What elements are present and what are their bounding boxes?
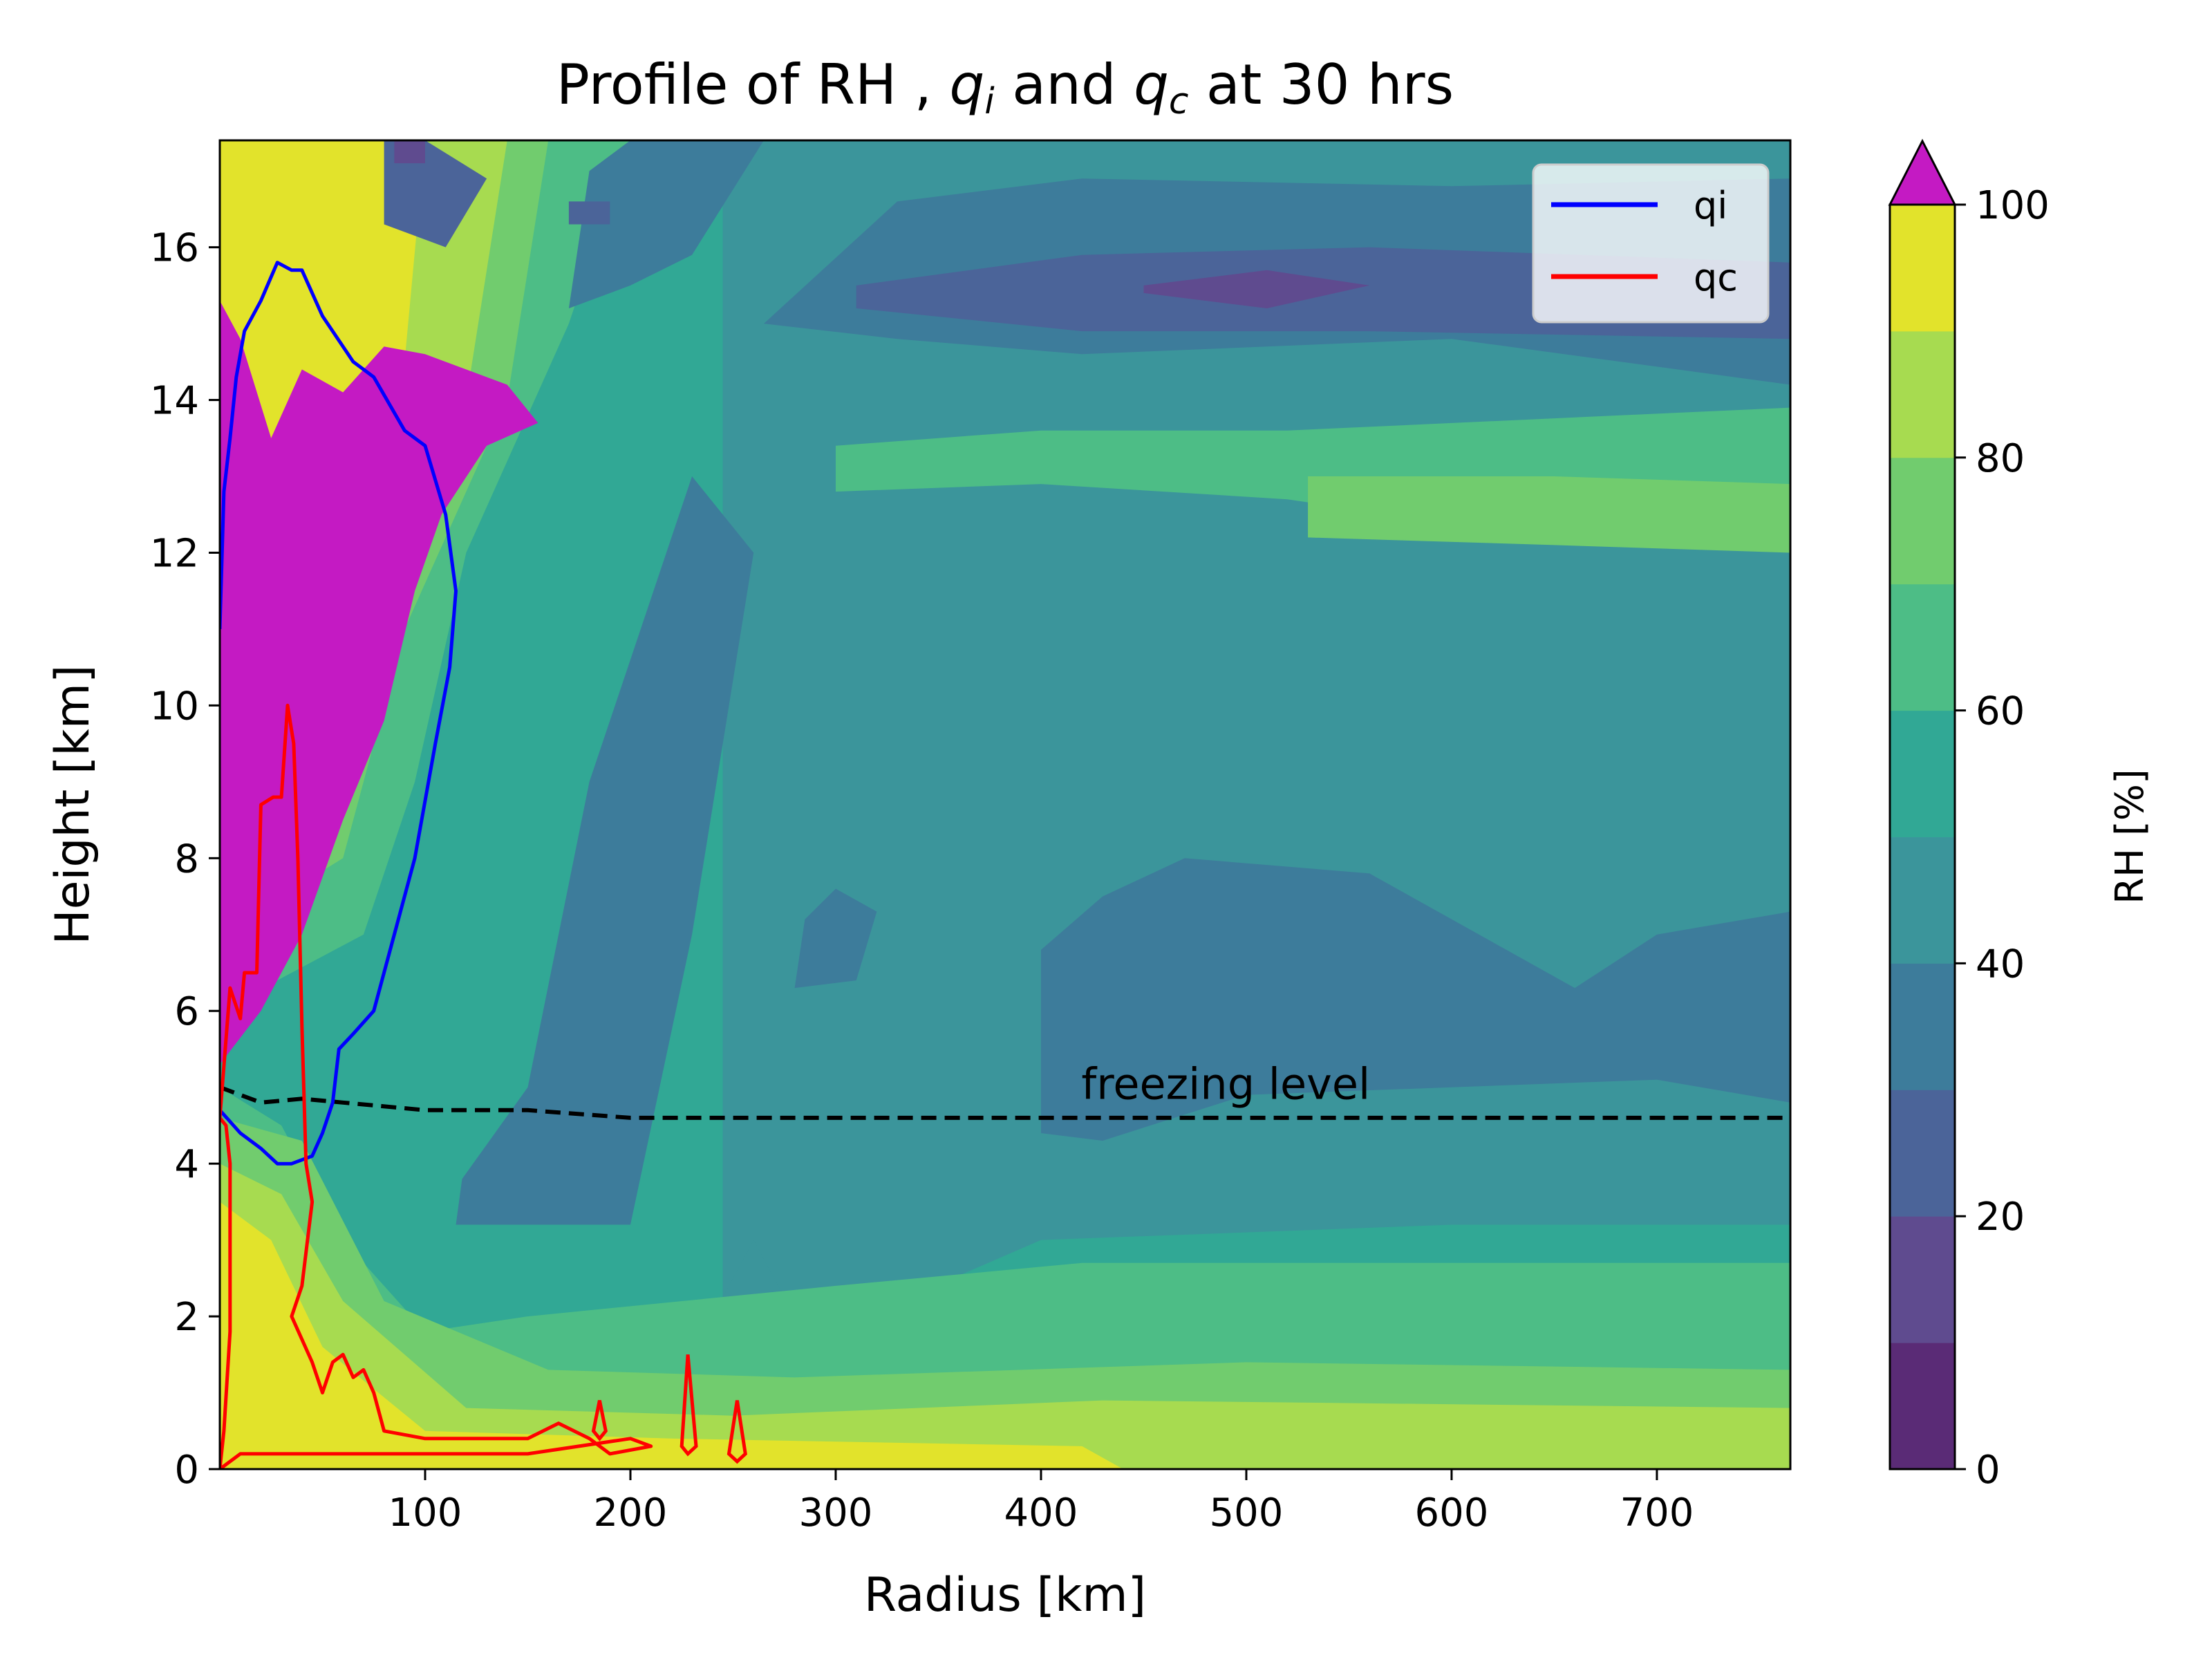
contour-lines — [220, 261, 1790, 1469]
qc-contour-fragment-0 — [591, 1400, 608, 1441]
rh-region-25-1 — [384, 140, 487, 248]
colorbar-band-30 — [1890, 963, 1955, 1090]
x-axis: 100 200 300 400 500 600 700 — [388, 1469, 1694, 1535]
colorbar-band-0 — [1890, 1343, 1955, 1470]
colorbar-tick-label: 100 — [1976, 183, 2050, 228]
y-tick-label: 6 — [174, 989, 199, 1034]
rh-region-15-0 — [1143, 270, 1370, 308]
x-tick-label: 200 — [594, 1491, 668, 1535]
rh-region-35-0 — [456, 476, 754, 1225]
qc-contour-fragment-2 — [727, 1400, 747, 1464]
rh-region-15-1 — [394, 140, 425, 164]
rh-region-35-3 — [568, 140, 764, 308]
freezing-level-label: freezing level — [1081, 1058, 1370, 1109]
colorbar-band-70 — [1890, 457, 1955, 585]
colorbar-tick-label: 40 — [1976, 942, 2025, 987]
colorbar-band-40 — [1890, 837, 1955, 964]
x-tick-label: 300 — [799, 1491, 873, 1535]
y-tick-label: 12 — [150, 531, 199, 576]
y-tick-label: 0 — [174, 1448, 199, 1493]
legend: qi qc — [1532, 163, 1770, 324]
colorbar-frame — [1888, 203, 1956, 1470]
colorbar-band-20 — [1890, 1090, 1955, 1217]
colorbar-extend-arrow — [1888, 138, 1957, 206]
x-tick-label: 500 — [1210, 1491, 1284, 1535]
colorbar-band-60 — [1890, 583, 1955, 711]
rh-contour-fills — [220, 140, 1790, 1469]
y-axis-label: Height [km] — [46, 664, 100, 944]
plot-frame — [218, 139, 1792, 1470]
rh-region-95-0 — [220, 1202, 1123, 1469]
y-tick-label: 8 — [174, 837, 199, 881]
x-tick-label: 100 — [388, 1491, 462, 1535]
colorbar-tick-label: 60 — [1976, 689, 2025, 734]
colorbar-label: RH [%] — [2108, 769, 2153, 904]
x-tick-label: 700 — [1620, 1491, 1694, 1535]
qi-contour-line — [220, 261, 458, 1166]
rh-region-35-1 — [1041, 858, 1790, 1141]
rh-region-25-2 — [568, 201, 610, 225]
colorbar-ticks: 0 20 40 60 80 100 — [1955, 183, 2050, 1493]
x-tick-label: 600 — [1415, 1491, 1489, 1535]
legend-label-qc: qc — [1694, 256, 1738, 299]
y-tick-label: 10 — [150, 684, 199, 729]
colorbar-tick-label: 20 — [1976, 1195, 2025, 1240]
y-tick-label: 14 — [150, 379, 199, 424]
plot-area — [218, 139, 1792, 1470]
freezing-level-line — [220, 1085, 1790, 1120]
colorbar — [1888, 138, 1957, 1470]
rh-region-75-2 — [1308, 476, 1790, 553]
qc-contour-fragment-1 — [679, 1354, 698, 1457]
colorbar-band-80 — [1890, 330, 1955, 458]
y-tick-label: 4 — [174, 1142, 199, 1187]
rh-region-35-2 — [794, 888, 877, 989]
colorbar-band-10 — [1890, 1216, 1955, 1343]
colorbar-band-90 — [1890, 205, 1955, 332]
colorbar-band-50 — [1890, 710, 1955, 837]
colorbar-tick-label: 80 — [1976, 436, 2025, 481]
chart-title: Profile of RH , qi and qc at 30 hrs — [556, 53, 1454, 122]
y-tick-label: 2 — [174, 1295, 199, 1340]
colorbar-tick-label: 0 — [1976, 1448, 2000, 1493]
x-axis-label: Radius [km] — [864, 1568, 1146, 1623]
legend-label-qi: qi — [1694, 184, 1727, 227]
qc-contour-line — [220, 703, 653, 1469]
x-tick-label: 400 — [1004, 1491, 1078, 1535]
rh-region-75-0 — [220, 1117, 1790, 1469]
y-tick-label: 16 — [150, 226, 199, 271]
y-axis: 0 2 4 6 8 10 12 14 16 — [150, 226, 220, 1493]
